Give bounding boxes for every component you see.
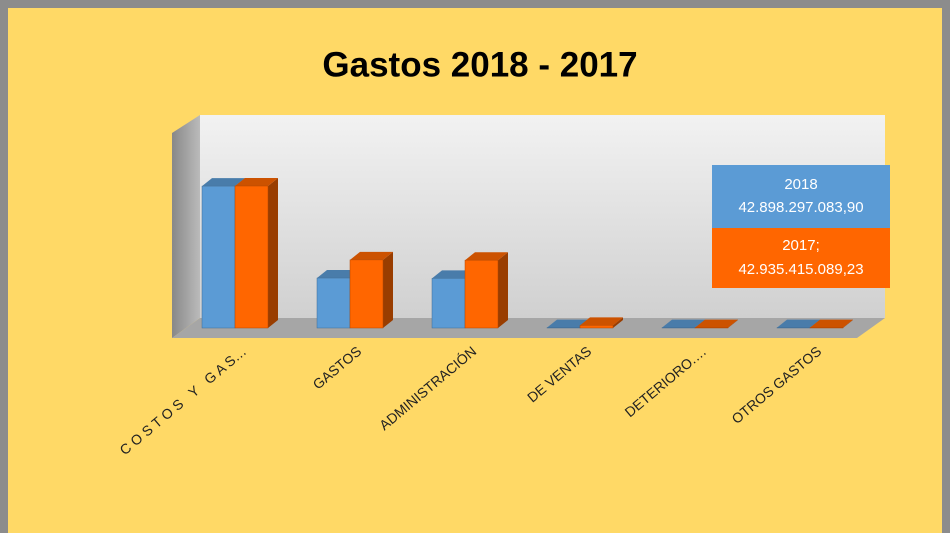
bar bbox=[235, 178, 278, 328]
bar-front bbox=[580, 325, 613, 328]
bar-front bbox=[432, 278, 465, 328]
data-label-box bbox=[712, 165, 890, 228]
chart-title: Gastos 2018 - 2017 bbox=[322, 45, 637, 84]
data-label: 42.935.415.089,23 bbox=[738, 261, 863, 278]
side-wall bbox=[172, 115, 200, 338]
bar-side bbox=[268, 178, 278, 328]
bar-side bbox=[498, 252, 508, 328]
data-label-title: 2017; bbox=[782, 237, 820, 254]
bar bbox=[465, 252, 508, 328]
bar-front bbox=[350, 260, 383, 328]
bar-front bbox=[235, 186, 268, 328]
bar bbox=[350, 252, 393, 328]
bar-front bbox=[465, 260, 498, 328]
bar-front bbox=[317, 278, 350, 328]
data-label: 42.898.297.083,90 bbox=[738, 199, 863, 216]
bar-front bbox=[202, 186, 235, 328]
bar-side bbox=[383, 252, 393, 328]
data-label-title: 2018 bbox=[784, 176, 817, 193]
